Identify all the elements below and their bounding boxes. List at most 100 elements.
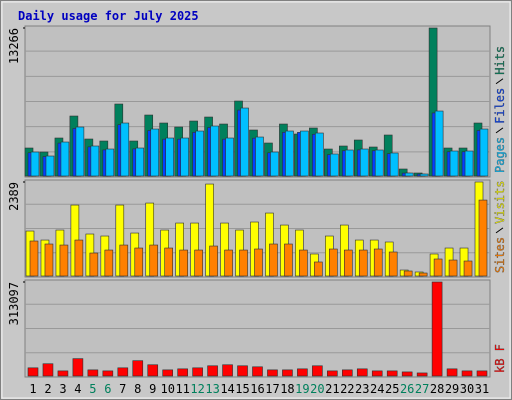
bar xyxy=(44,243,54,277)
bar xyxy=(327,370,338,377)
bar xyxy=(330,153,339,177)
bar xyxy=(255,136,264,177)
x-tick-label: 23 xyxy=(355,382,369,396)
bar xyxy=(282,369,293,377)
bar xyxy=(388,251,398,277)
x-tick-label: 2 xyxy=(44,382,51,396)
bar xyxy=(147,364,159,377)
x-tick-label: 22 xyxy=(340,382,354,396)
x-tick-label: 15 xyxy=(235,382,249,396)
bar xyxy=(237,365,248,377)
bar xyxy=(461,370,473,377)
bar xyxy=(75,126,85,177)
bar xyxy=(87,369,99,377)
bar xyxy=(57,370,69,377)
bar xyxy=(299,249,308,277)
bar xyxy=(177,368,188,377)
bar xyxy=(476,370,488,377)
x-tick-label: 3 xyxy=(59,382,66,396)
bar xyxy=(132,360,144,377)
bar xyxy=(446,368,458,377)
x-tick-label: 10 xyxy=(160,382,174,396)
bar xyxy=(117,367,129,377)
bar xyxy=(404,172,414,177)
bar xyxy=(416,372,428,377)
bar xyxy=(60,141,70,177)
legend-entry: Pages xyxy=(493,137,507,173)
legend-entry: Visits xyxy=(493,181,507,224)
legend-entry: Hits xyxy=(493,46,507,75)
bar xyxy=(239,249,248,277)
legend-separator xyxy=(495,227,504,234)
x-tick-label: 14 xyxy=(220,382,234,396)
bar xyxy=(120,122,130,177)
y-tick-label: 313097 xyxy=(7,282,21,325)
x-tick-label: 29 xyxy=(445,382,459,396)
bar xyxy=(359,148,369,177)
x-tick-label: 7 xyxy=(119,382,126,396)
bar xyxy=(448,259,458,277)
bar xyxy=(149,244,159,277)
x-tick-label: 20 xyxy=(310,382,324,396)
bar xyxy=(194,249,203,277)
bar xyxy=(45,155,55,177)
bar xyxy=(150,128,160,177)
bar xyxy=(270,151,279,177)
x-tick-label: 12 xyxy=(190,382,204,396)
bar xyxy=(374,149,384,177)
bar xyxy=(463,260,473,277)
bar xyxy=(254,248,263,277)
bar xyxy=(418,272,428,277)
bar xyxy=(240,107,249,177)
bar xyxy=(267,369,278,377)
x-tick-label: 4 xyxy=(74,382,81,396)
bar xyxy=(341,369,353,377)
legend-entry: Sites xyxy=(493,237,507,273)
bar xyxy=(192,367,203,377)
bar xyxy=(209,245,218,277)
x-tick-label: 25 xyxy=(385,382,399,396)
bar xyxy=(285,130,294,177)
bar xyxy=(29,240,39,277)
bar xyxy=(297,368,308,377)
x-tick-label: 30 xyxy=(460,382,474,396)
chart-title: Daily usage for July 2025 xyxy=(18,9,199,23)
bar xyxy=(90,145,100,177)
bar xyxy=(42,363,54,377)
x-tick-label: 27 xyxy=(415,382,429,396)
x-tick-label: 9 xyxy=(149,382,156,396)
x-tick-label: 5 xyxy=(89,382,96,396)
x-tick-label: 31 xyxy=(475,382,489,396)
bar xyxy=(284,243,293,277)
x-tick-label: 8 xyxy=(134,382,141,396)
x-tick-label: 28 xyxy=(430,382,444,396)
bar xyxy=(224,249,233,277)
bar xyxy=(449,150,459,177)
bar xyxy=(74,239,84,277)
bar xyxy=(315,132,324,177)
bar xyxy=(343,249,353,277)
bar xyxy=(164,247,173,277)
legend-separator xyxy=(495,127,504,134)
bar xyxy=(59,244,69,277)
bar xyxy=(358,249,368,277)
bar xyxy=(433,258,443,277)
bar xyxy=(72,358,84,377)
bar xyxy=(464,150,474,177)
bar xyxy=(104,249,114,277)
x-tick-label: 1 xyxy=(29,382,36,396)
bar xyxy=(419,173,429,177)
bar xyxy=(373,248,383,277)
legend-separator xyxy=(495,78,504,85)
bar xyxy=(356,368,368,377)
bar xyxy=(312,365,323,377)
x-tick-label: 19 xyxy=(295,382,309,396)
bar xyxy=(225,137,234,177)
legend-entry: Files xyxy=(493,88,507,124)
bar xyxy=(344,149,354,177)
x-tick-label: 24 xyxy=(370,382,384,396)
x-tick-label: 6 xyxy=(104,382,111,396)
bar xyxy=(210,125,219,177)
bar xyxy=(195,130,204,177)
